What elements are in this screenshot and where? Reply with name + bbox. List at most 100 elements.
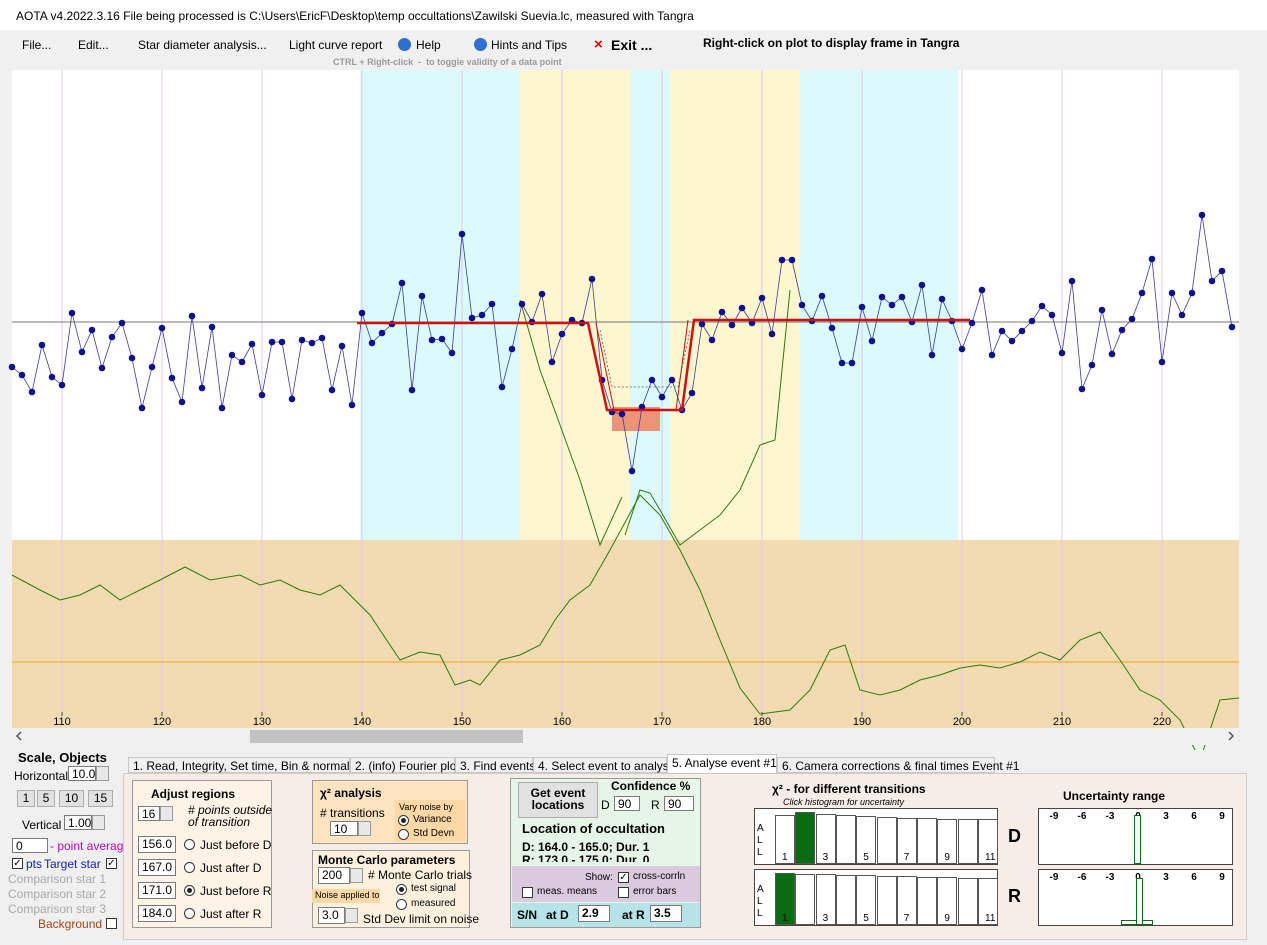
checkbox[interactable]	[522, 887, 533, 898]
uncertainty-tick: 3	[1163, 872, 1169, 883]
region-input[interactable]: 167.0	[138, 859, 176, 876]
scroll-thumb[interactable]	[250, 730, 523, 743]
data-point	[1138, 289, 1146, 297]
r-histogram[interactable]: A L L 1 3 5 7 9 11	[754, 869, 998, 926]
get-event-button[interactable]: Get event locations	[518, 782, 598, 818]
r-confidence[interactable]: 90	[664, 796, 694, 811]
transitions-label: # transitions	[320, 806, 385, 820]
radio[interactable]	[184, 839, 195, 850]
spinner[interactable]	[160, 806, 173, 821]
scrollbar[interactable]	[12, 728, 1239, 745]
d-histogram[interactable]: A L L 1 3 5 7 9 11	[754, 808, 998, 865]
scale-button[interactable]: 15	[88, 790, 113, 807]
region-band	[360, 70, 520, 540]
region-band	[800, 70, 958, 540]
region-input[interactable]: 156.0	[138, 836, 176, 853]
checkbox[interactable]: ✓	[106, 858, 117, 869]
data-point	[1028, 317, 1036, 325]
region-band	[670, 70, 800, 540]
data-point	[1228, 323, 1236, 331]
points-input[interactable]: 16	[138, 806, 160, 821]
menu-hints[interactable]: Hints and Tips	[491, 38, 568, 52]
tab-selected[interactable]: 5. Analyse event #1	[667, 754, 777, 774]
light-curve-plot[interactable]: 110 120 130 140 150 160 170 180 190 200 210 220	[0, 0, 1267, 750]
uncertainty-tick: -6	[1077, 872, 1087, 883]
data-point	[998, 327, 1006, 335]
radio[interactable]	[398, 829, 409, 840]
scale-title: Scale, Objects	[18, 750, 107, 765]
radio[interactable]	[184, 908, 195, 919]
checkbox[interactable]: ✓	[618, 872, 629, 883]
uncertainty-bar	[1134, 815, 1141, 864]
average-select[interactable]: 0	[12, 838, 48, 853]
radio-selected[interactable]	[396, 884, 407, 895]
scale-button[interactable]: 1	[17, 790, 35, 807]
radio[interactable]	[396, 899, 407, 910]
tab[interactable]: 4. Select event to analyse	[533, 757, 675, 773]
data-point	[758, 294, 766, 302]
data-point	[728, 321, 736, 329]
d-confidence[interactable]: 90	[614, 796, 640, 811]
scale-button[interactable]: 10	[59, 790, 84, 807]
trials-input[interactable]: 200	[318, 867, 350, 884]
data-point	[718, 308, 726, 316]
data-point	[228, 351, 236, 359]
scale-button[interactable]: 5	[37, 790, 55, 807]
menu-file[interactable]: File...	[22, 38, 52, 52]
chi2-curve	[624, 289, 791, 546]
data-point	[888, 301, 896, 309]
x-tick-label: 110	[53, 716, 71, 728]
background-label: Background	[38, 917, 103, 931]
data-point	[248, 340, 256, 348]
hist-bar	[856, 875, 877, 925]
x-tick-label: 160	[553, 716, 571, 728]
crosscorr-region	[12, 540, 1239, 728]
scroll-right[interactable]	[1228, 731, 1235, 741]
region-input[interactable]: 171.0	[138, 882, 176, 899]
tab[interactable]: 2. (info) Fourier plot	[350, 757, 460, 773]
radio[interactable]	[184, 862, 195, 873]
hist-bar	[876, 817, 897, 864]
menu-edit[interactable]: Edit...	[78, 38, 109, 52]
uncertainty-tick: -3	[1105, 872, 1115, 883]
tab[interactable]: 1. Read, Integrity, Set time, Bin & norm…	[128, 757, 365, 773]
tab[interactable]: 3. Find events	[455, 757, 535, 773]
data-point	[838, 359, 846, 367]
vertical-input[interactable]: 1.00	[64, 815, 92, 830]
spinner[interactable]	[350, 868, 363, 883]
spinner[interactable]	[92, 815, 105, 830]
uncertainty-tick: 3	[1163, 811, 1169, 822]
menu-star[interactable]: Star diameter analysis...	[138, 38, 267, 52]
r-location: R: 173.0 - 175.0; Dur. 0	[522, 853, 650, 862]
std-input[interactable]: 3.0	[318, 907, 345, 924]
data-point	[58, 381, 66, 389]
checkbox[interactable]: ✓	[12, 858, 23, 869]
transitions-input[interactable]: 10	[330, 821, 358, 836]
data-point	[828, 324, 836, 332]
horizontal-input[interactable]: 10.0	[68, 766, 96, 781]
data-point	[438, 335, 446, 343]
hist-bar	[957, 819, 978, 864]
radio-selected[interactable]	[184, 885, 195, 896]
checkbox[interactable]	[618, 887, 629, 898]
data-point	[38, 341, 46, 349]
x-tick-label: 170	[653, 716, 671, 728]
region-band	[630, 70, 670, 540]
scroll-left[interactable]	[15, 731, 22, 741]
spinner[interactable]	[345, 908, 358, 923]
radio-selected[interactable]	[398, 815, 409, 826]
hist-number: 5	[863, 852, 869, 863]
menu-report[interactable]: Light curve report	[289, 38, 383, 52]
checkbox[interactable]	[106, 918, 117, 929]
spinner[interactable]	[96, 766, 109, 781]
menu-help[interactable]: Help	[416, 38, 441, 52]
region-input[interactable]: 184.0	[138, 905, 176, 922]
spinner[interactable]	[358, 821, 371, 836]
tab[interactable]: 6. Camera corrections & final times Even…	[777, 757, 1019, 773]
data-point	[558, 330, 566, 338]
d-location: D: 164.0 - 165.0; Dur. 1	[522, 840, 650, 854]
menu-exit[interactable]: Exit ...	[611, 37, 653, 53]
hist-bar	[957, 878, 978, 925]
data-point	[428, 336, 436, 344]
